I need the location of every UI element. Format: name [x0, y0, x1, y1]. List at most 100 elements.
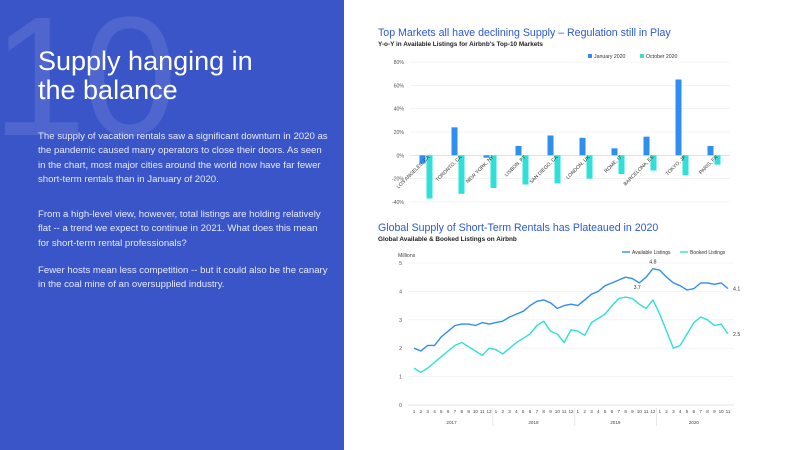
- legend-label: January 2020: [594, 54, 626, 60]
- bar: [522, 155, 529, 185]
- data-annotation: 4.1: [733, 287, 740, 293]
- x-tick-label: 1: [577, 409, 580, 414]
- booked-listings-line: [413, 296, 729, 373]
- x-tick-label: 4: [433, 409, 436, 414]
- x-tick-label: 8: [706, 409, 709, 414]
- paragraph-3: Fewer hosts mean less competition -- but…: [38, 265, 328, 291]
- x-tick-label: 6: [529, 409, 532, 414]
- x-tick-label: 10: [637, 409, 643, 414]
- y-tick-label: 3: [399, 318, 402, 324]
- x-tick-label: 1: [658, 409, 661, 414]
- bar: [547, 135, 554, 156]
- x-tick-label: 10: [473, 409, 479, 414]
- x-tick-label: 8: [624, 409, 627, 414]
- bar: [707, 146, 714, 156]
- x-tick-label: 4: [679, 409, 682, 414]
- y-axis-label: Millions: [398, 253, 416, 259]
- x-tick-label: 7: [454, 409, 457, 414]
- x-tick-label: 5: [686, 409, 689, 414]
- x-tick-label: 2: [501, 409, 504, 414]
- x-tick-label: 4: [515, 409, 518, 414]
- bar: [611, 148, 618, 156]
- available-listings-line: [413, 268, 729, 352]
- x-tick-label: 3: [590, 409, 593, 414]
- bar-chart-subtitle: Y-o-Y in Available Listings for Airbnb's…: [378, 41, 543, 48]
- legend-swatch: [588, 54, 592, 58]
- bar: [586, 155, 593, 179]
- x-tick-label: 7: [618, 409, 621, 414]
- legend-label: October 2020: [646, 54, 678, 60]
- bar: [675, 79, 682, 156]
- x-tick-label: 7: [536, 409, 539, 414]
- legend-label: Available Listings: [632, 250, 671, 256]
- x-tick-label: 11: [726, 409, 731, 414]
- data-annotation: 2.5: [733, 332, 740, 338]
- category-label: PARIS, FR: [698, 154, 720, 176]
- y-tick-label: 4: [399, 289, 402, 295]
- y-tick-label: 1: [399, 375, 402, 381]
- y-tick-label: 60%: [394, 83, 405, 89]
- bar-chart: 80% 60% 40% 20% 0% -20% -40% January 2020 Octobe…: [392, 54, 730, 206]
- y-tick-label: 40%: [394, 107, 405, 113]
- x-tick-label: 2: [583, 409, 586, 414]
- x-tick-label: 8: [461, 409, 464, 414]
- bar-chart-title: Top Markets all have declining Supply – …: [378, 27, 671, 39]
- line-chart-title: Global Supply of Short-Term Rentals has …: [378, 222, 659, 234]
- x-tick-label: 3: [426, 409, 429, 414]
- category-label: BARCELONA, ES: [623, 154, 656, 187]
- x-tick-label: 10: [719, 409, 725, 414]
- y-tick-label: 20%: [394, 130, 405, 136]
- x-tick-label: 1: [413, 409, 416, 414]
- bar: [618, 155, 625, 174]
- category-label: LOS ANGELES, CA: [396, 154, 432, 190]
- x-tick-label: 4: [597, 409, 600, 414]
- bar: [554, 155, 561, 184]
- x-tick-label: 9: [467, 409, 470, 414]
- data-annotation: 3.7: [634, 285, 641, 291]
- data-annotation: 4.8: [649, 260, 656, 266]
- bar: [490, 155, 497, 188]
- x-tick-label: 11: [562, 409, 567, 414]
- left-panel: 10 Supply hanging in the balance The sup…: [0, 0, 344, 450]
- x-tick-label: 9: [713, 409, 716, 414]
- x-tick-label: 3: [672, 409, 675, 414]
- bar: [682, 155, 689, 176]
- x-tick-label: 3: [508, 409, 511, 414]
- x-tick-label: 12: [568, 409, 574, 414]
- bar: [515, 146, 522, 156]
- x-tick-label: 12: [487, 409, 493, 414]
- x-year-label: 2019: [610, 420, 621, 425]
- bar: [483, 155, 490, 158]
- x-tick-label: 10: [555, 409, 561, 414]
- x-tick-label: 9: [549, 409, 552, 414]
- bar: [458, 155, 465, 194]
- x-tick-label: 5: [522, 409, 525, 414]
- bar: [714, 155, 721, 165]
- x-year-label: 2017: [446, 420, 457, 425]
- bar: [426, 155, 433, 199]
- x-tick-label: 5: [604, 409, 607, 414]
- bar: [650, 155, 657, 171]
- legend-swatch: [640, 54, 644, 58]
- bar: [579, 137, 586, 156]
- y-tick-label: -40%: [392, 200, 404, 206]
- x-tick-label: 1: [495, 409, 498, 414]
- bar: [643, 136, 650, 156]
- y-tick-label: 5: [399, 261, 402, 267]
- x-tick-label: 6: [447, 409, 450, 414]
- legend-label: Booked Listings: [690, 250, 726, 256]
- y-tick-label: 80%: [394, 60, 405, 66]
- x-tick-label: 6: [611, 409, 614, 414]
- x-year-label: 2020: [689, 420, 700, 425]
- paragraph-2: From a high-level view, however, total l…: [38, 209, 321, 249]
- x-year-label: 2018: [528, 420, 539, 425]
- slide-number: 10: [0, 0, 177, 172]
- y-tick-label: -20%: [392, 177, 404, 183]
- paragraph-1: The supply of vacation rentals saw a sig…: [38, 131, 328, 185]
- headline: Supply hanging in the balance: [38, 46, 253, 105]
- x-tick-label: 12: [650, 409, 656, 414]
- line-chart-subtitle: Global Available & Booked Listings on Ai…: [378, 236, 517, 243]
- y-tick-label: 2: [399, 346, 402, 352]
- x-tick-label: 7: [699, 409, 702, 414]
- x-tick-label: 2: [420, 409, 423, 414]
